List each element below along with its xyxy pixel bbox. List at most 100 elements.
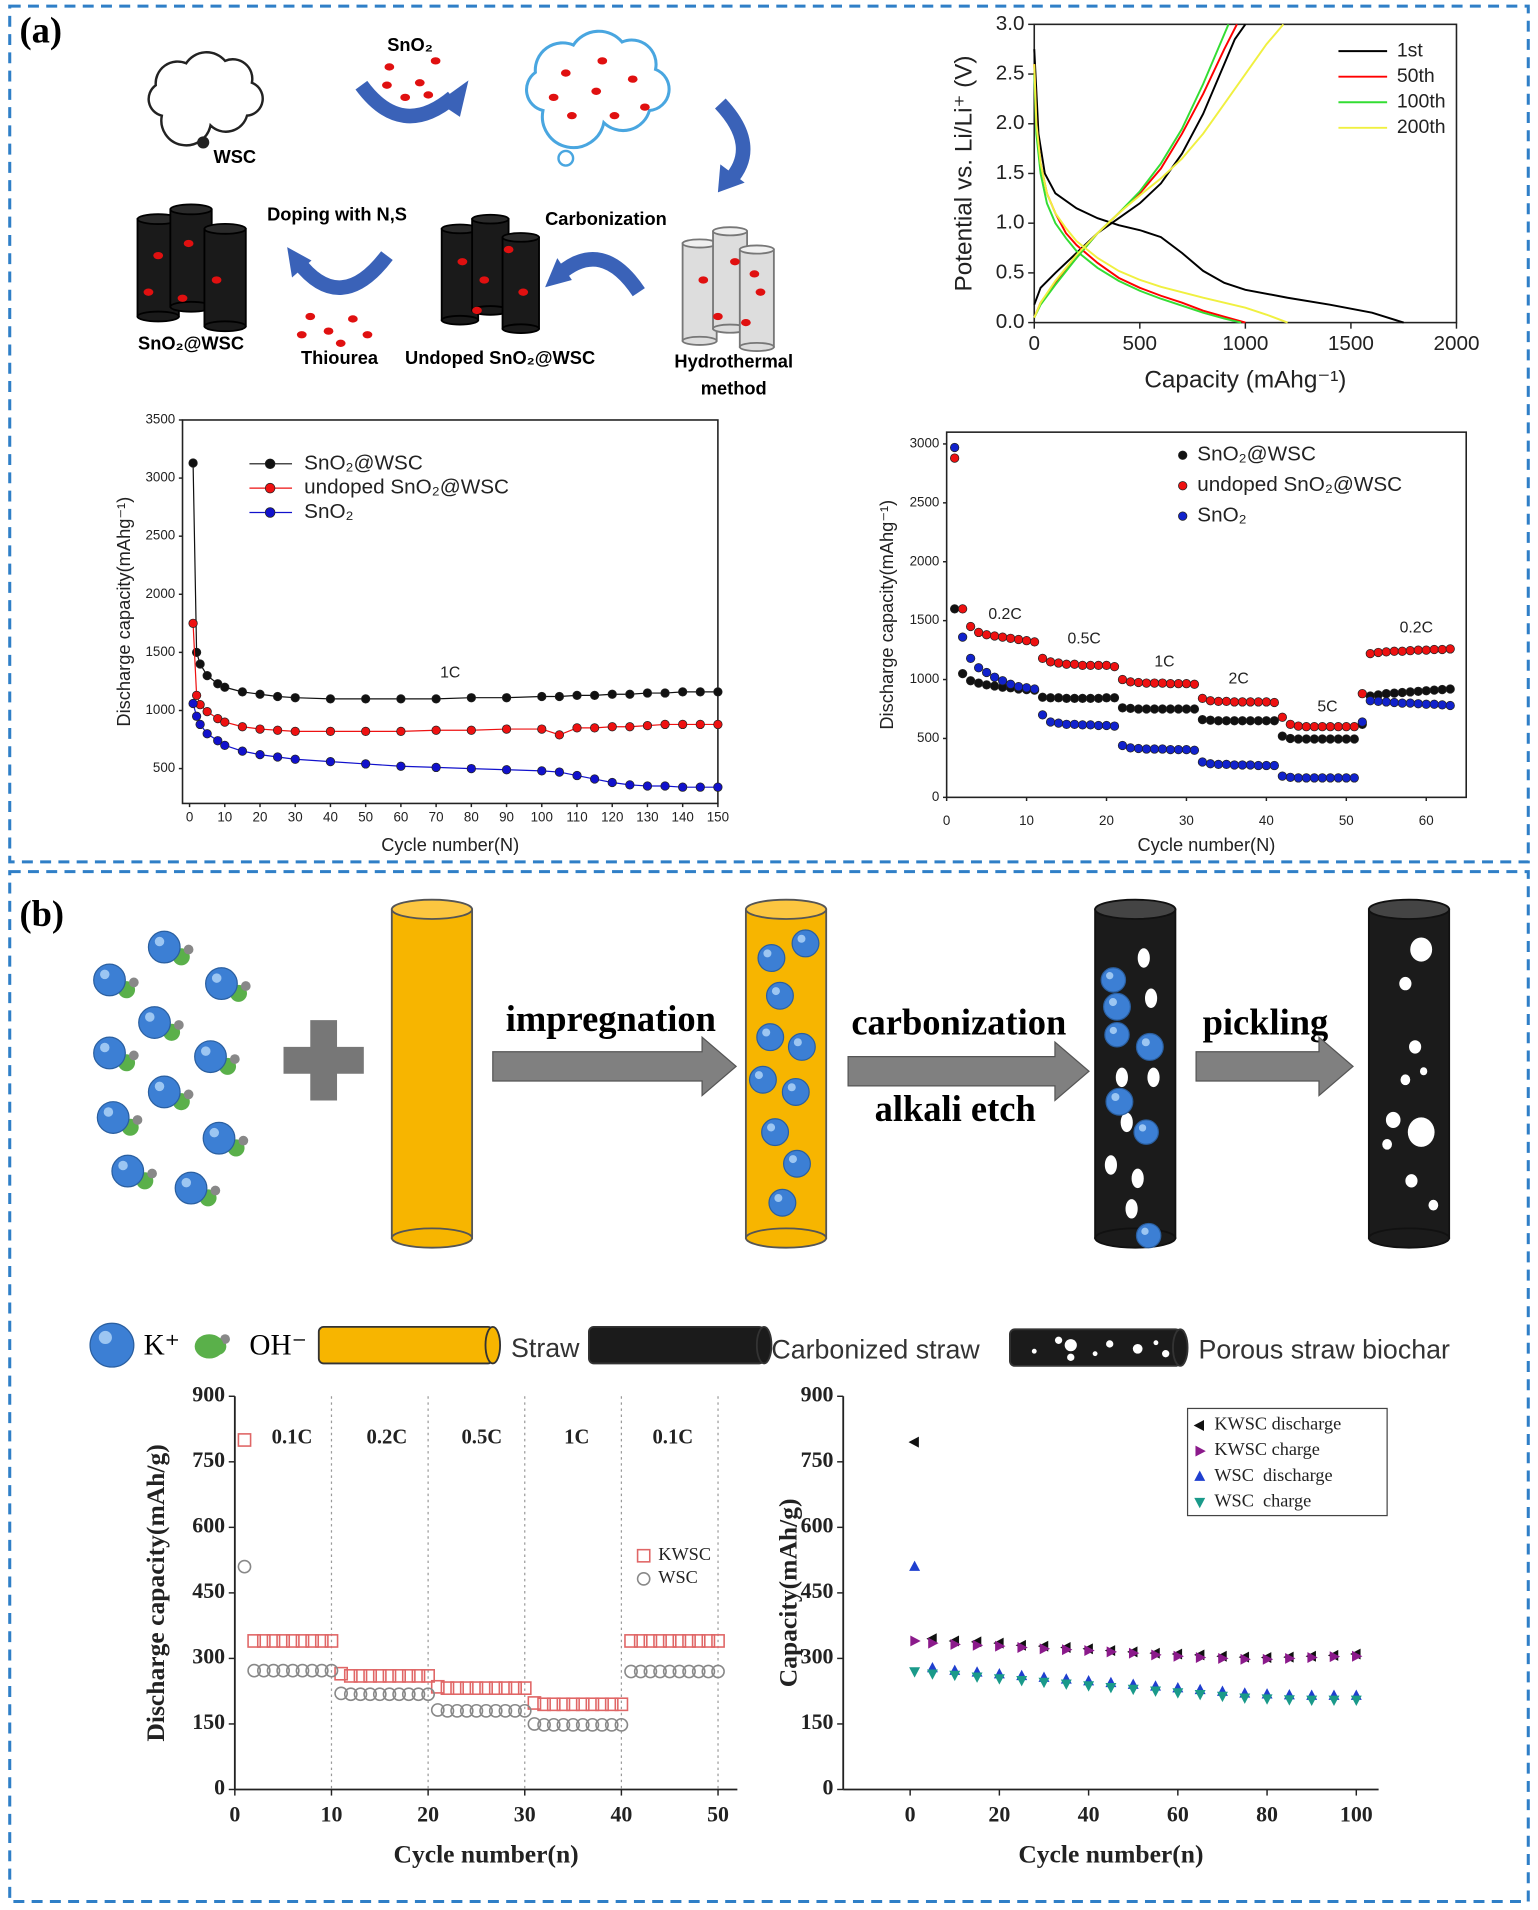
- marker: [1413, 686, 1423, 696]
- marker: [361, 726, 371, 737]
- x-tick-label: 40: [1259, 813, 1274, 828]
- k-ion: [782, 1149, 811, 1178]
- legend-label: 100th: [1397, 90, 1446, 112]
- marker: [1269, 760, 1279, 771]
- marker: [1405, 687, 1415, 697]
- marker: [1301, 734, 1311, 744]
- particle: [749, 270, 760, 278]
- y-tick-label: 150: [801, 1709, 834, 1734]
- y-tick-label: 3000: [145, 470, 175, 485]
- marker: [614, 1697, 629, 1712]
- marker: [909, 1560, 921, 1571]
- x-tick-label: 0: [943, 813, 950, 828]
- step-label: alkali etch: [875, 1088, 1036, 1129]
- y-tick-label: 1500: [910, 612, 940, 627]
- marker: [1373, 647, 1383, 658]
- marker: [595, 1697, 609, 1712]
- marker: [508, 1681, 522, 1696]
- marker: [972, 1639, 984, 1651]
- cylinder-end: [744, 1227, 828, 1249]
- marker: [624, 1634, 638, 1648]
- diagram-label: method: [701, 377, 767, 398]
- marker: [572, 723, 582, 733]
- k-ion: [1103, 992, 1131, 1021]
- particle: [591, 87, 602, 95]
- annotation: 0.5C: [1067, 630, 1100, 647]
- marker: [401, 1687, 416, 1702]
- marker: [950, 442, 960, 453]
- marker: [188, 458, 198, 468]
- marker: [195, 659, 205, 669]
- marker: [237, 687, 248, 697]
- marker: [672, 1634, 687, 1648]
- pore: [1131, 1168, 1144, 1189]
- annotation: 1C: [440, 664, 460, 681]
- marker: [993, 1674, 1005, 1685]
- marker: [1253, 716, 1264, 726]
- cylinder-body: [1367, 908, 1451, 1239]
- arrow: [355, 80, 458, 124]
- marker: [450, 1703, 464, 1718]
- marker: [1005, 679, 1016, 689]
- marker: [928, 1637, 939, 1649]
- marker: [1261, 1694, 1273, 1705]
- marker: [1197, 714, 1208, 725]
- particle: [518, 288, 529, 296]
- marker: [1229, 760, 1240, 770]
- y-tick-label: 1500: [145, 644, 175, 659]
- marker: [1421, 699, 1431, 709]
- marker: [1181, 679, 1192, 689]
- k-ion: [147, 930, 181, 964]
- cylinder-body: [390, 908, 474, 1239]
- marker: [1005, 633, 1016, 643]
- marker: [508, 1703, 522, 1718]
- pore: [1137, 948, 1150, 968]
- highlight: [201, 1046, 211, 1056]
- marker: [1173, 704, 1184, 714]
- marker: [188, 618, 198, 628]
- marker: [1172, 1688, 1184, 1699]
- k-ion: [781, 1077, 810, 1106]
- marker: [1293, 773, 1303, 783]
- marker: [614, 1717, 629, 1732]
- marker: [1093, 720, 1104, 731]
- legend-cylinder: [588, 1325, 766, 1365]
- oh-ion: [183, 944, 194, 955]
- x-tick-label: 80: [1256, 1801, 1278, 1826]
- highlight: [793, 1038, 802, 1047]
- pore: [1132, 1343, 1143, 1354]
- highlight: [1111, 1092, 1120, 1102]
- marker: [595, 1717, 609, 1732]
- marker: [479, 1681, 493, 1696]
- marker: [1341, 734, 1351, 744]
- marker: [643, 1634, 658, 1648]
- marker: [989, 672, 1000, 682]
- marker: [966, 653, 976, 663]
- marker: [1195, 1652, 1207, 1664]
- k-ion: [1135, 1032, 1164, 1061]
- marker: [701, 1664, 716, 1679]
- marker: [949, 1670, 961, 1682]
- marker: [272, 752, 283, 762]
- marker: [255, 724, 265, 734]
- marker: [1437, 684, 1447, 695]
- marker: [1293, 721, 1303, 731]
- marker: [466, 693, 476, 703]
- pore: [1419, 1067, 1428, 1076]
- marker: [958, 604, 968, 614]
- marker: [1285, 772, 1295, 782]
- cylinder-top: [744, 898, 828, 920]
- marker: [1189, 679, 1200, 689]
- marker: [353, 1669, 368, 1683]
- highlight: [1109, 1026, 1117, 1035]
- diagram-label: SnO₂: [387, 34, 433, 55]
- legend-box: [1186, 1407, 1388, 1517]
- marker: [1141, 744, 1152, 754]
- step-label: impregnation: [506, 998, 716, 1039]
- k-ion: [768, 1188, 797, 1217]
- marker: [1125, 677, 1136, 687]
- marker: [1389, 697, 1399, 708]
- marker: [624, 1664, 638, 1679]
- highlight: [754, 1071, 763, 1080]
- marker: [572, 690, 582, 701]
